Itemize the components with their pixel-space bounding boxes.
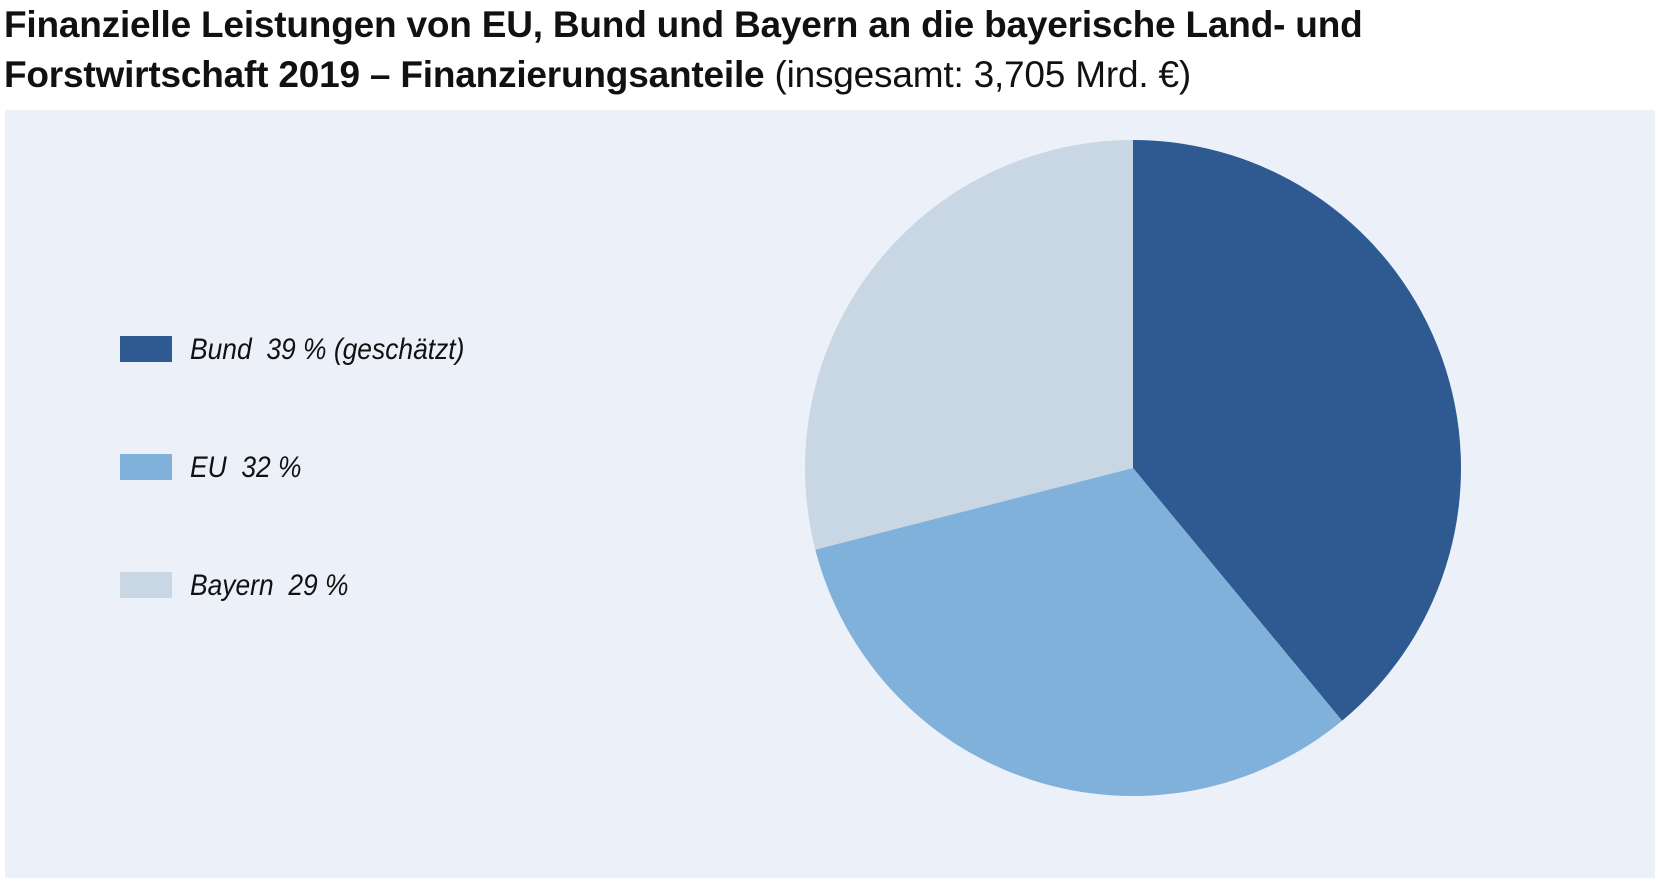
pie-slice-bund <box>1133 140 1461 721</box>
legend-label-eu: EU 32 % <box>190 451 302 484</box>
legend-item-bayern: Bayern 29 % <box>120 566 620 606</box>
legend-swatch-bund <box>120 336 172 362</box>
legend-swatch-eu <box>120 454 172 480</box>
chart-title: Finanzielle Leistungen von EU, Bund und … <box>4 0 1624 100</box>
legend-item-bund: Bund 39 % (geschätzt) <box>120 330 620 370</box>
pie-slice-eu <box>815 468 1343 796</box>
legend-label-bayern: Bayern 29 % <box>190 569 349 602</box>
chart-title-main: Finanzielle Leistungen von EU, Bund und … <box>4 4 1363 95</box>
legend-label-bund: Bund 39 % (geschätzt) <box>190 333 465 366</box>
chart-title-total: (insgesamt: 3,705 Mrd. €) <box>764 54 1192 95</box>
legend-item-eu: EU 32 % <box>120 448 620 488</box>
legend-swatch-bayern <box>120 572 172 598</box>
pie-slice-bayern <box>805 140 1133 550</box>
